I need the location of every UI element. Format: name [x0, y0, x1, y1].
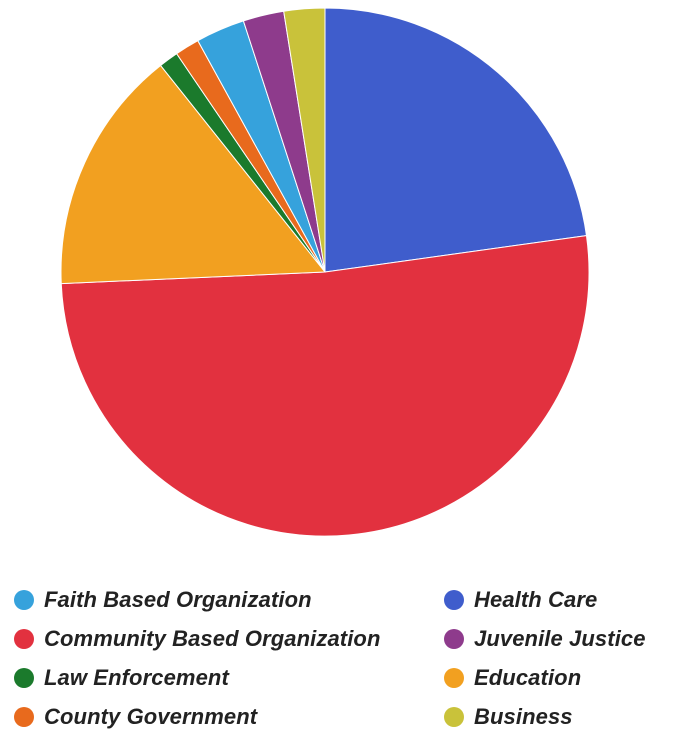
legend-item-county-government: County Government [14, 703, 257, 731]
legend-item-community-based-organization: Community Based Organization [14, 625, 381, 653]
legend-item-law-enforcement: Law Enforcement [14, 664, 229, 692]
legend-item-business: Business [444, 703, 573, 731]
legend-label: Juvenile Justice [474, 626, 646, 651]
pie-plot-area [60, 7, 590, 537]
legend-item-education: Education [444, 664, 581, 692]
pie-slice-community-based-organization [60, 235, 590, 537]
legend-swatch [14, 590, 34, 610]
legend-label: Faith Based Organization [44, 587, 312, 612]
legend-label: Law Enforcement [44, 665, 229, 690]
legend-item-juvenile-justice: Juvenile Justice [444, 625, 646, 653]
legend-swatch [444, 707, 464, 727]
legend-item-faith-based-organization: Faith Based Organization [14, 586, 312, 614]
legend-label: Education [474, 665, 582, 690]
pie-slice-education [60, 64, 327, 285]
legend-swatch [444, 590, 464, 610]
legend-label: Community Based Organization [44, 626, 381, 651]
pie-slice-health-care [324, 7, 588, 273]
legend-label: Business [474, 704, 573, 729]
chart-legend: Faith Based Organization Health Care Com… [0, 580, 685, 731]
legend-swatch [444, 629, 464, 649]
pie-slice-business [283, 7, 326, 273]
legend-swatch [14, 707, 34, 727]
legend-swatch [444, 668, 464, 688]
legend-swatch [14, 629, 34, 649]
legend-label: Health Care [474, 587, 598, 612]
legend-item-health-care: Health Care [444, 586, 597, 614]
legend-swatch [14, 668, 34, 688]
legend-label: County Government [44, 704, 258, 729]
